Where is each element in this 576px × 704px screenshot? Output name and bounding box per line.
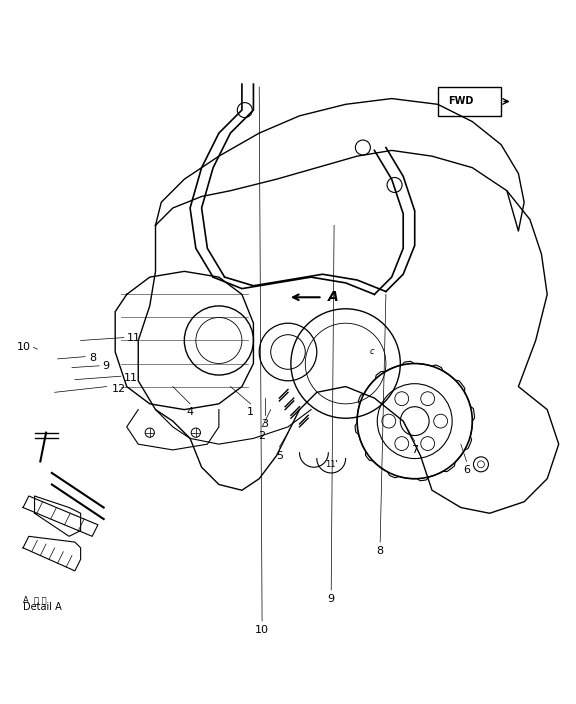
Text: FWD: FWD [448,96,473,106]
Text: 8: 8 [89,353,96,363]
Text: c: c [369,348,374,356]
Text: 7: 7 [411,445,418,455]
Text: 9: 9 [103,361,109,372]
Text: 12: 12 [112,384,127,394]
Text: A: A [328,290,339,304]
Text: Detail A: Detail A [23,603,62,612]
Text: 11': 11' [325,460,338,469]
Text: 10: 10 [17,342,31,353]
Text: 6: 6 [463,465,470,475]
Text: 5: 5 [276,451,283,460]
Text: 9: 9 [328,593,335,603]
Text: 8: 8 [377,546,384,555]
Text: 11: 11 [127,332,141,343]
Text: 11: 11 [124,373,138,383]
Text: 4: 4 [187,408,194,417]
Text: A  詳 圖: A 詳 圖 [23,596,47,604]
Text: 3: 3 [262,419,268,429]
Text: 1: 1 [247,408,254,417]
Text: 2: 2 [259,431,266,441]
Text: 10: 10 [255,624,269,634]
